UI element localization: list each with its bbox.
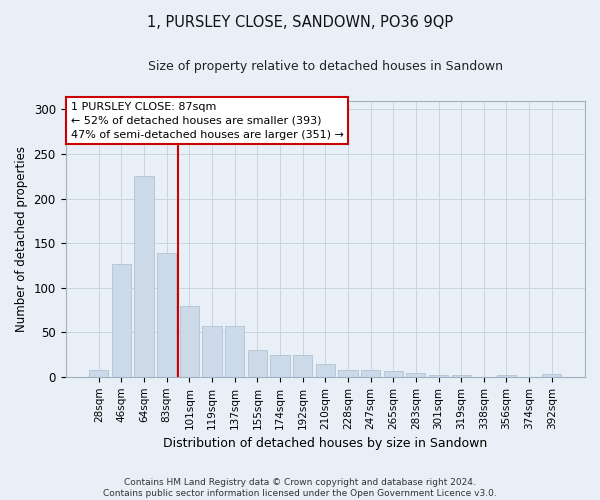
Bar: [271, 356, 290, 377]
Bar: [429, 375, 448, 377]
Text: Contains HM Land Registry data © Crown copyright and database right 2024.
Contai: Contains HM Land Registry data © Crown c…: [103, 478, 497, 498]
Bar: [316, 364, 335, 377]
Text: 1 PURSLEY CLOSE: 87sqm
← 52% of detached houses are smaller (393)
47% of semi-de: 1 PURSLEY CLOSE: 87sqm ← 52% of detached…: [71, 102, 344, 140]
Bar: [383, 370, 403, 377]
Bar: [497, 375, 516, 377]
Bar: [202, 326, 221, 377]
Bar: [134, 176, 154, 377]
Bar: [180, 306, 199, 377]
X-axis label: Distribution of detached houses by size in Sandown: Distribution of detached houses by size …: [163, 437, 487, 450]
Bar: [293, 356, 312, 377]
Bar: [112, 264, 131, 377]
Bar: [406, 374, 425, 377]
Bar: [452, 375, 471, 377]
Bar: [542, 374, 562, 377]
Text: 1, PURSLEY CLOSE, SANDOWN, PO36 9QP: 1, PURSLEY CLOSE, SANDOWN, PO36 9QP: [147, 15, 453, 30]
Bar: [248, 350, 267, 377]
Bar: [89, 370, 109, 377]
Bar: [157, 253, 176, 377]
Bar: [338, 370, 358, 377]
Y-axis label: Number of detached properties: Number of detached properties: [15, 146, 28, 332]
Title: Size of property relative to detached houses in Sandown: Size of property relative to detached ho…: [148, 60, 503, 73]
Bar: [361, 370, 380, 377]
Bar: [225, 326, 244, 377]
